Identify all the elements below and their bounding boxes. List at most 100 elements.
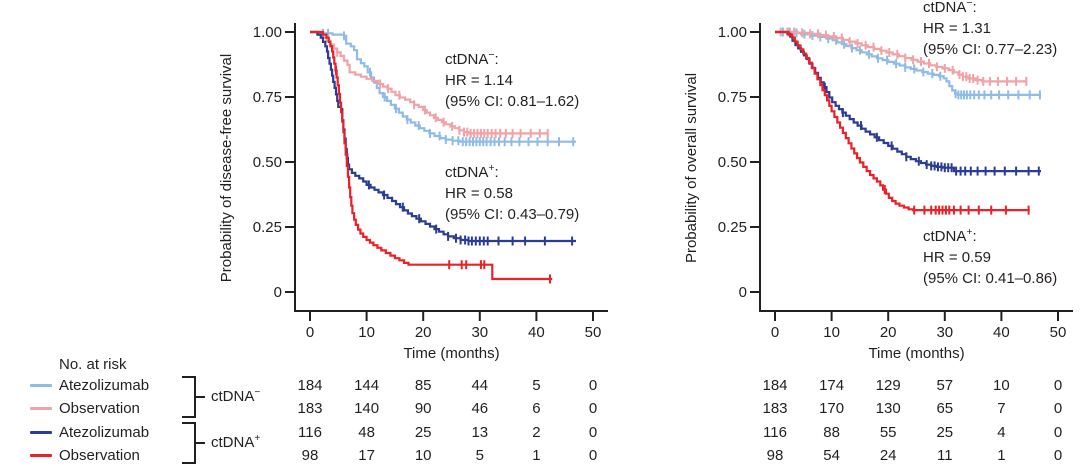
x-tick-label: 0 bbox=[306, 324, 314, 341]
risk-count-observation-ctdna: 98 bbox=[767, 447, 784, 464]
annotation-line: (95% CI: 0.81–1.62) bbox=[445, 93, 579, 110]
annotation-line: (95% CI: 0.43–0.79) bbox=[445, 206, 579, 223]
group-label-ctdna-pos: ctDNA+ bbox=[211, 433, 261, 451]
x-tick-label: 20 bbox=[415, 324, 432, 341]
annotation-group-label: ctDNA+: bbox=[445, 162, 499, 181]
legend-label: Observation bbox=[59, 446, 140, 464]
x-tick-label: 10 bbox=[823, 324, 840, 341]
x-axis-title: Time (months) bbox=[868, 345, 964, 362]
y-tick-label: 0.50 bbox=[253, 154, 282, 171]
risk-count-atezolizumab-ctdna: 2 bbox=[532, 424, 540, 441]
x-axis-title: Time (months) bbox=[403, 345, 499, 362]
legend-label: Atezolizumab bbox=[59, 376, 150, 394]
x-tick-label: 50 bbox=[1050, 324, 1067, 341]
risk-count-atezolizumab-ctdna: 116 bbox=[298, 424, 322, 441]
line-swatch-observation-ctdna-neg bbox=[30, 406, 52, 410]
bracket-ctdna-neg bbox=[182, 376, 205, 418]
risk-count-observation-ctdna: 130 bbox=[876, 400, 901, 417]
line-swatch-atezolizumab-ctdna-neg bbox=[30, 383, 52, 387]
risk-count-atezolizumab-ctdna: 10 bbox=[993, 377, 1010, 394]
risk-count-observation-ctdna: 0 bbox=[589, 447, 597, 464]
x-tick-label: 30 bbox=[936, 324, 953, 341]
risk-count-observation-ctdna: 54 bbox=[823, 447, 840, 464]
risk-count-atezolizumab-ctdna: 4 bbox=[997, 424, 1005, 441]
risk-count-observation-ctdna: 140 bbox=[354, 400, 379, 417]
risk-count-atezolizumab-ctdna: 85 bbox=[415, 377, 432, 394]
y-tick-label: 1.00 bbox=[718, 24, 747, 41]
risk-count-atezolizumab-ctdna: 0 bbox=[589, 377, 597, 394]
annotation-line: (95% CI: 0.41–0.86) bbox=[923, 270, 1057, 287]
risk-count-observation-ctdna: 170 bbox=[819, 400, 844, 417]
x-tick-label: 30 bbox=[471, 324, 488, 341]
annotation-line: HR = 0.58 bbox=[445, 185, 513, 202]
y-tick-label: 0.75 bbox=[718, 89, 747, 106]
risk-count-atezolizumab-ctdna: 44 bbox=[471, 377, 488, 394]
bracket-ctdna-pos bbox=[182, 422, 205, 464]
x-tick-label: 40 bbox=[528, 324, 545, 341]
risk-count-observation-ctdna: 7 bbox=[997, 400, 1005, 417]
legend-item-observation-ctdna-pos: Observation bbox=[30, 446, 140, 464]
km-curve-observation-ctdna bbox=[775, 30, 1028, 83]
risk-count-observation-ctdna: 90 bbox=[415, 400, 432, 417]
risk-count-atezolizumab-ctdna: 25 bbox=[936, 424, 953, 441]
risk-count-observation-ctdna: 98 bbox=[302, 447, 319, 464]
risk-count-observation-ctdna: 183 bbox=[297, 400, 322, 417]
km-curve-observation-ctdna bbox=[310, 30, 553, 281]
y-tick-label: 1.00 bbox=[253, 24, 282, 41]
x-tick-label: 20 bbox=[880, 324, 897, 341]
annotation-line: HR = 1.31 bbox=[923, 20, 991, 37]
risk-count-atezolizumab-ctdna: 5 bbox=[532, 377, 540, 394]
risk-count-atezolizumab-ctdna: 129 bbox=[876, 377, 901, 394]
group-label-ctdna-neg: ctDNA− bbox=[211, 387, 261, 405]
risk-count-observation-ctdna: 183 bbox=[762, 400, 787, 417]
km-curve-atezolizumab-ctdna bbox=[310, 30, 576, 243]
annotation-line: (95% CI: 0.77–2.23) bbox=[923, 41, 1057, 58]
risk-count-atezolizumab-ctdna: 55 bbox=[880, 424, 897, 441]
y-tick-label: 0.50 bbox=[718, 154, 747, 171]
y-tick-label: 0 bbox=[739, 284, 747, 301]
risk-count-atezolizumab-ctdna: 174 bbox=[819, 377, 844, 394]
km-curve-observation-ctdna bbox=[775, 30, 1030, 212]
y-tick-label: 0.25 bbox=[253, 219, 282, 236]
annotation-group-label: ctDNA−: bbox=[923, 0, 977, 16]
annotation-group-label: ctDNA−: bbox=[445, 49, 499, 68]
x-tick-label: 50 bbox=[585, 324, 602, 341]
risk-count-observation-ctdna: 65 bbox=[936, 400, 953, 417]
risk-count-observation-ctdna: 24 bbox=[880, 447, 897, 464]
risk-count-observation-ctdna: 6 bbox=[532, 400, 540, 417]
y-tick-label: 0.75 bbox=[253, 89, 282, 106]
risk-count-atezolizumab-ctdna: 13 bbox=[471, 424, 488, 441]
legend-label: Atezolizumab bbox=[59, 423, 150, 441]
risk-count-atezolizumab-ctdna: 25 bbox=[415, 424, 432, 441]
y-tick-label: 0.25 bbox=[718, 219, 747, 236]
risk-count-observation-ctdna: 11 bbox=[937, 447, 953, 464]
risk-count-observation-ctdna: 10 bbox=[415, 447, 432, 464]
risk-count-atezolizumab-ctdna: 48 bbox=[358, 424, 375, 441]
risk-count-atezolizumab-ctdna: 184 bbox=[297, 377, 322, 394]
risk-count-atezolizumab-ctdna: 184 bbox=[762, 377, 787, 394]
risk-count-atezolizumab-ctdna: 57 bbox=[936, 377, 953, 394]
legend-label: Observation bbox=[59, 399, 140, 417]
risk-count-observation-ctdna: 5 bbox=[476, 447, 484, 464]
risk-count-observation-ctdna: 0 bbox=[1054, 447, 1062, 464]
annotation-line: HR = 1.14 bbox=[445, 72, 513, 89]
risk-count-atezolizumab-ctdna: 88 bbox=[823, 424, 840, 441]
legend-item-atezolizumab-ctdna-neg: Atezolizumab bbox=[30, 376, 149, 394]
risk-count-observation-ctdna: 0 bbox=[1054, 400, 1062, 417]
risk-count-observation-ctdna: 0 bbox=[589, 400, 597, 417]
line-swatch-atezolizumab-ctdna-pos bbox=[30, 430, 52, 434]
annotation-line: HR = 0.59 bbox=[923, 249, 991, 266]
risk-count-observation-ctdna: 1 bbox=[997, 447, 1005, 464]
risk-count-atezolizumab-ctdna: 0 bbox=[1054, 424, 1062, 441]
annotation-group-label: ctDNA+: bbox=[923, 226, 977, 245]
km-curve-atezolizumab-ctdna bbox=[775, 30, 1041, 96]
risk-count-atezolizumab-ctdna: 0 bbox=[1054, 377, 1062, 394]
legend-item-atezolizumab-ctdna-pos: Atezolizumab bbox=[30, 423, 149, 441]
x-tick-label: 10 bbox=[358, 324, 375, 341]
y-axis-title: Probability of overall survival bbox=[683, 73, 700, 263]
axes bbox=[759, 23, 1073, 312]
legend-item-observation-ctdna-neg: Observation bbox=[30, 399, 140, 417]
